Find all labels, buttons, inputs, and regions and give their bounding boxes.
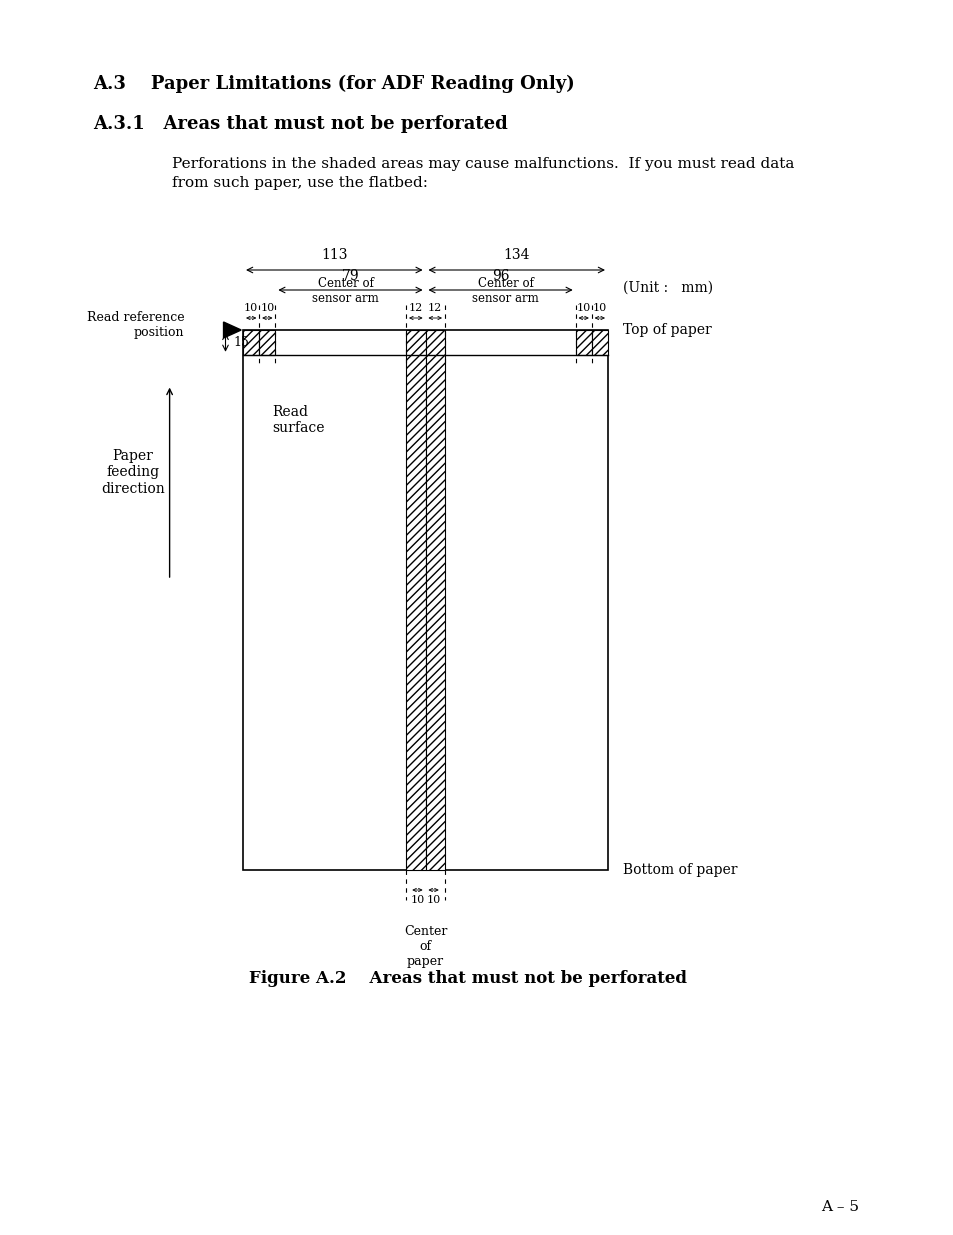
Polygon shape <box>223 322 241 338</box>
Text: 10: 10 <box>576 303 590 312</box>
Text: 10: 10 <box>260 303 274 312</box>
Text: A.3.1   Areas that must not be perforated: A.3.1 Areas that must not be perforated <box>93 115 507 133</box>
Text: 15: 15 <box>233 336 249 348</box>
Text: Bottom of paper: Bottom of paper <box>622 863 737 877</box>
Bar <box>591 330 607 354</box>
Bar <box>425 330 444 869</box>
Text: 10: 10 <box>244 303 258 312</box>
Text: 10: 10 <box>592 303 606 312</box>
Text: 10: 10 <box>426 895 440 905</box>
Text: 113: 113 <box>321 248 347 262</box>
Text: Read reference
position: Read reference position <box>87 311 184 338</box>
Text: 79: 79 <box>341 269 359 283</box>
Text: Center of
sensor arm: Center of sensor arm <box>312 277 378 305</box>
Text: 134: 134 <box>503 248 530 262</box>
Text: 10: 10 <box>410 895 424 905</box>
Text: Center
of
paper: Center of paper <box>403 925 447 968</box>
Text: A.3    Paper Limitations (for ADF Reading Only): A.3 Paper Limitations (for ADF Reading O… <box>93 75 575 94</box>
Text: Paper
feeding
direction: Paper feeding direction <box>101 450 165 495</box>
Text: Figure A.2    Areas that must not be perforated: Figure A.2 Areas that must not be perfor… <box>249 969 686 987</box>
Text: A – 5: A – 5 <box>821 1200 859 1214</box>
Bar <box>575 330 591 354</box>
Text: Read
surface: Read surface <box>273 405 325 435</box>
Bar <box>406 330 425 869</box>
Text: Top of paper: Top of paper <box>622 324 711 337</box>
Text: 96: 96 <box>492 269 509 283</box>
Text: 12: 12 <box>408 303 422 312</box>
Text: 12: 12 <box>428 303 442 312</box>
Bar <box>259 330 275 354</box>
Text: (Unit :   mm): (Unit : mm) <box>622 282 712 295</box>
Bar <box>243 330 259 354</box>
Bar <box>243 330 607 869</box>
Text: Perforations in the shaded areas may cause malfunctions.  If you must read data
: Perforations in the shaded areas may cau… <box>172 157 793 190</box>
Text: Center of
sensor arm: Center of sensor arm <box>472 277 538 305</box>
